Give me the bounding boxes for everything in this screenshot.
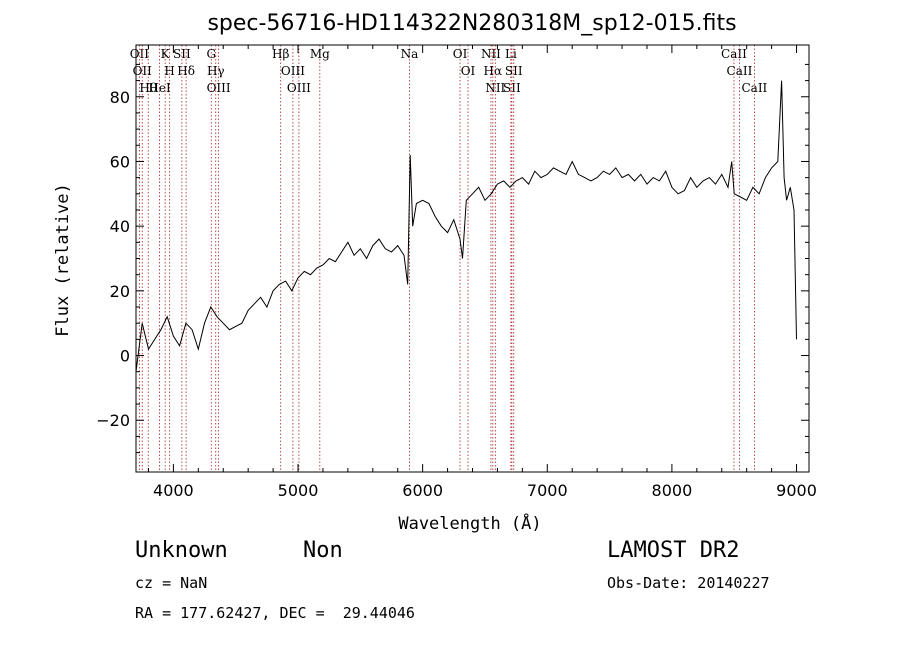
line-marker-label: Hθ bbox=[139, 81, 157, 95]
line-marker-label: HeI bbox=[148, 81, 171, 95]
line-marker-label: Li bbox=[505, 47, 517, 61]
line-marker-label: Hα bbox=[484, 64, 503, 78]
line-marker-label: Mg bbox=[310, 47, 330, 61]
y-tick-label: 0 bbox=[120, 347, 130, 366]
y-tick-label: 80 bbox=[110, 88, 130, 107]
line-marker-label: OIII bbox=[281, 64, 305, 78]
line-marker-label: OIII bbox=[207, 81, 231, 95]
x-tick-label: 7000 bbox=[527, 481, 568, 500]
axes: 4000 5000 6000 7000 8000 9000 −20 0 20 40 60 80 bbox=[96, 45, 817, 500]
y-axis-label: Flux (relative) bbox=[53, 183, 73, 337]
survey-label: LAMOST DR2 bbox=[607, 538, 740, 563]
x-axis-label: Wavelength (Å) bbox=[398, 512, 541, 534]
line-marker-label: NII bbox=[481, 47, 501, 61]
subclass-label: Non bbox=[303, 538, 343, 563]
chart-title: spec-56716-HD114322N280318M_sp12-015.fit… bbox=[207, 11, 736, 36]
line-marker-label: OII bbox=[133, 64, 153, 78]
class-label: Unknown bbox=[135, 538, 228, 563]
coordinates: RA = 177.62427, DEC = 29.44046 bbox=[135, 604, 415, 622]
line-marker-label: OI bbox=[453, 47, 468, 61]
line-marker-label: SII bbox=[173, 47, 191, 61]
cz-value: cz = NaN bbox=[135, 574, 208, 592]
line-marker-label: Hβ bbox=[272, 47, 289, 61]
obs-date: Obs-Date: 20140227 bbox=[607, 574, 770, 592]
y-tick-label: 60 bbox=[110, 152, 130, 171]
line-marker-label: SII bbox=[503, 81, 521, 95]
line-marker-label: CaII bbox=[741, 81, 767, 95]
line-marker-label: H bbox=[164, 64, 174, 78]
plot-frame bbox=[135, 44, 810, 473]
line-marker-label: K bbox=[161, 47, 171, 61]
line-marker-label: Hδ bbox=[177, 64, 195, 78]
line-marker-label: NII bbox=[485, 81, 505, 95]
x-tick-label: 4000 bbox=[153, 481, 194, 500]
line-marker-label: OII bbox=[130, 47, 150, 61]
y-tick-label: 20 bbox=[110, 282, 130, 301]
line-marker-label: Na bbox=[401, 47, 419, 61]
line-marker-label: CaII bbox=[727, 64, 753, 78]
line-marker-label: OIII bbox=[287, 81, 311, 95]
x-tick-label: 8000 bbox=[652, 481, 693, 500]
spectrum-line bbox=[135, 80, 797, 372]
y-tick-label: −20 bbox=[96, 411, 130, 430]
y-tick-label: 40 bbox=[110, 217, 130, 236]
line-marker-label: G bbox=[206, 47, 216, 61]
line-marker-label: Hγ bbox=[207, 64, 225, 78]
line-marker-label: SII bbox=[505, 64, 523, 78]
x-tick-label: 5000 bbox=[278, 481, 319, 500]
line-marker-label: CaII bbox=[721, 47, 747, 61]
x-tick-label: 6000 bbox=[402, 481, 443, 500]
x-tick-label: 9000 bbox=[776, 481, 817, 500]
line-marker-label: OI bbox=[461, 64, 476, 78]
